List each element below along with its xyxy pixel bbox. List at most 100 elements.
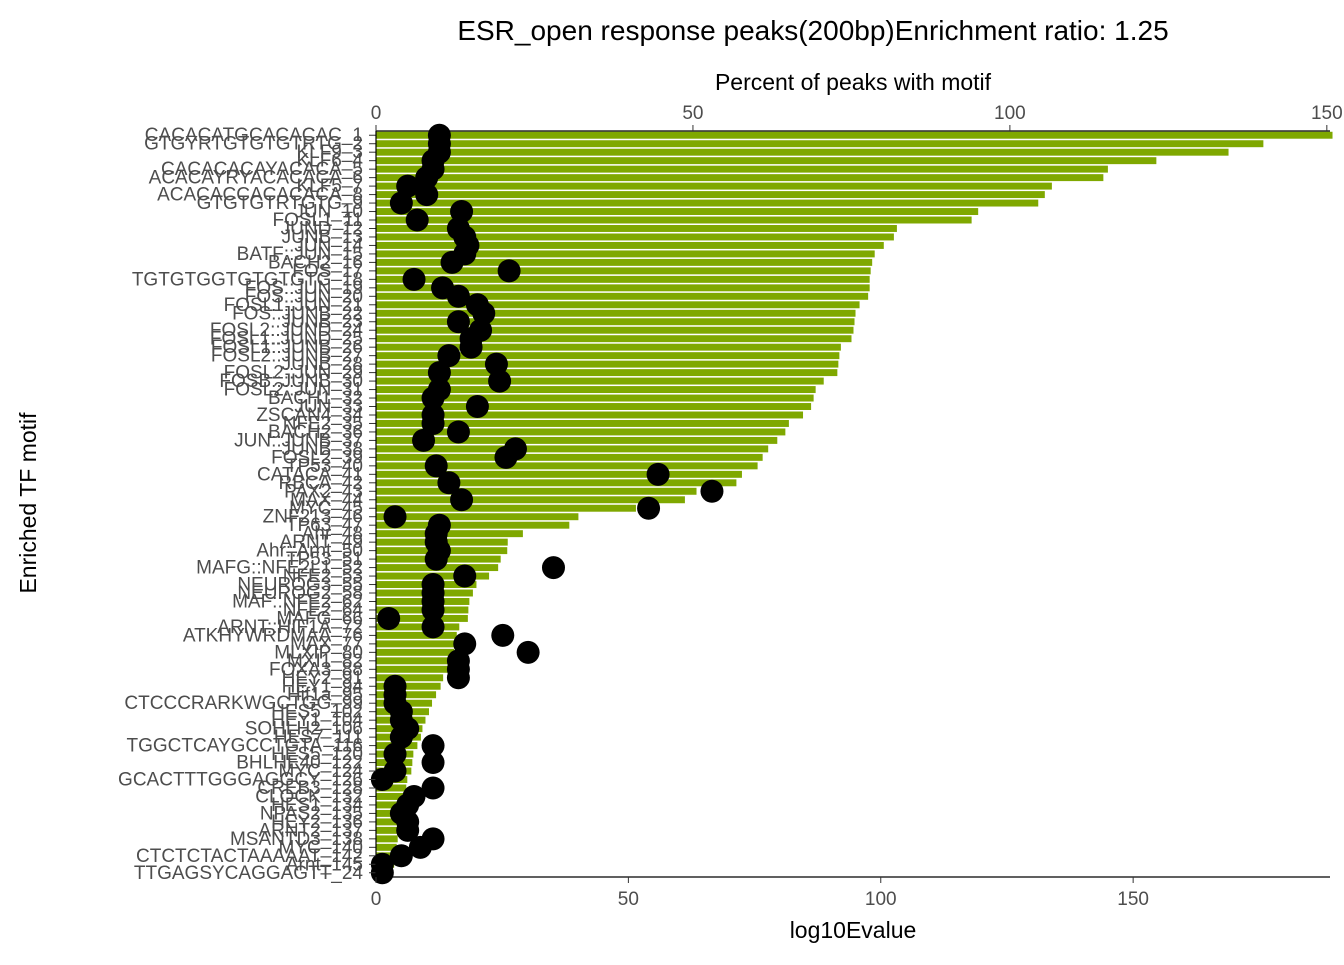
percent-point xyxy=(516,640,540,664)
y-tick-label: FOSL2::JUND_24 xyxy=(210,320,364,341)
bar xyxy=(376,369,838,377)
bar xyxy=(376,521,570,529)
bar xyxy=(376,352,840,360)
percent-point xyxy=(383,505,407,529)
y-tick-label: FOSL1::JUN_21 xyxy=(224,295,363,316)
y-tick-label: KLF6_4 xyxy=(296,151,363,172)
bar xyxy=(376,674,444,682)
bar xyxy=(376,513,579,521)
percent-point xyxy=(450,200,474,224)
y-tick-label: FOSL2::JUNB_27 xyxy=(211,346,363,367)
y-tick-label: FOXA3_88 xyxy=(269,659,363,680)
y-tick-label: MYC_124 xyxy=(279,761,364,782)
y-tick-label: NFE2_53 xyxy=(283,566,363,587)
y-tick-label: Arnt_145 xyxy=(286,854,363,875)
y-tick-label: CTCTCTACTAAAAAT_142 xyxy=(136,846,363,867)
bar xyxy=(376,233,894,241)
percent-point xyxy=(453,564,477,588)
bar xyxy=(376,419,789,427)
secondary-x-tick-label: 100 xyxy=(994,103,1026,124)
bar xyxy=(376,241,884,249)
percent-point xyxy=(488,369,512,393)
bar xyxy=(376,275,870,283)
percent-point xyxy=(389,844,413,868)
bar xyxy=(376,640,456,648)
chart-title: ESR_open response peaks(200bp)Enrichment… xyxy=(457,15,1168,46)
percent-point xyxy=(424,547,448,571)
bar xyxy=(376,843,397,851)
y-tick-label: BACH2_16 xyxy=(268,252,363,273)
percent-point xyxy=(402,267,426,291)
y-tick-label: MSANTD3_138 xyxy=(230,829,363,850)
bar xyxy=(376,657,453,665)
y-tick-label: HES7_111 xyxy=(274,727,363,748)
y-tick-label: GCACTTTGGGAGGCY_126 xyxy=(118,770,363,791)
y-tick-label: NEUROG2_58 xyxy=(237,583,363,604)
y-tick-label: CACACATGCACACAC_1 xyxy=(145,125,363,146)
y-tick-label: BACH1_32 xyxy=(268,388,363,409)
y-tick-label: FOSB::JUNB_30 xyxy=(219,371,363,392)
y-tick-label: ARNT::HIF1A_72 xyxy=(217,617,363,638)
x-tick-label: 150 xyxy=(1117,889,1149,910)
bar-series xyxy=(376,131,1333,877)
y-tick-label: JUNB_38 xyxy=(282,439,363,460)
y-tick-labels: CACACATGCACACAC_1GTGYRTGTGTGTRTG_2KLF9_3… xyxy=(118,125,376,884)
percent-point xyxy=(437,471,461,495)
y-tick-label: JUNB_13 xyxy=(282,227,363,248)
percent-point xyxy=(421,386,445,410)
bar xyxy=(376,504,636,512)
bar xyxy=(376,394,814,402)
bar xyxy=(376,140,1264,148)
bar xyxy=(376,682,441,690)
bar xyxy=(376,216,972,224)
y-tick-label: JUN_10 xyxy=(294,202,363,223)
bar xyxy=(376,801,402,809)
y-tick-label: TP53_51 xyxy=(286,549,363,570)
point-series xyxy=(370,123,724,885)
percent-point xyxy=(472,301,496,325)
bar xyxy=(376,191,1045,199)
percent-point xyxy=(491,623,515,647)
y-tick-label: MYC_140 xyxy=(279,837,364,858)
y-tick-label: HEY2_136 xyxy=(271,812,363,833)
percent-point xyxy=(446,284,470,308)
percent-point xyxy=(421,615,445,639)
y-tick-label: HES5_120 xyxy=(271,744,363,765)
y-tick-label: HEY1_104 xyxy=(271,710,363,731)
percent-point xyxy=(646,462,670,486)
y-tick-label: HEY1_94 xyxy=(282,676,364,697)
bar xyxy=(376,284,870,292)
x-tick-label: 0 xyxy=(371,889,382,910)
x-axis-bottom: 0 50 100 150 xyxy=(371,131,1330,910)
y-tick-label: FOSL2::JUN_31 xyxy=(224,380,363,401)
y-tick-label: MAFG_66 xyxy=(276,608,363,629)
y-tick-label: ZNF213_46 xyxy=(263,507,363,528)
bar xyxy=(376,665,450,673)
percent-point xyxy=(459,335,483,359)
bar xyxy=(376,174,1104,182)
y-tick-label: CATACA_41 xyxy=(257,464,363,485)
bar xyxy=(376,809,401,817)
y-tick-label: JUND_12 xyxy=(281,218,363,239)
y-tick-label: Ahr_48 xyxy=(302,524,363,545)
bar xyxy=(376,131,1333,139)
percent-point xyxy=(421,411,445,435)
bar xyxy=(376,208,979,216)
secondary-x-tick-label: 150 xyxy=(1311,103,1343,124)
percent-point xyxy=(405,208,429,232)
y-tick-label: FOSL1::JUND_25 xyxy=(210,329,363,350)
y-tick-label: MAX_77 xyxy=(290,634,363,655)
bar xyxy=(376,462,758,470)
bar xyxy=(376,199,1039,207)
y-tick-label: ARNT2_137 xyxy=(258,820,363,841)
y-tick-label: Ahr::Arnt_50 xyxy=(256,541,363,562)
bar xyxy=(376,487,697,495)
bar xyxy=(376,318,855,326)
y-tick-label: HEY2_91 xyxy=(282,668,363,689)
y-tick-label: HES5_102 xyxy=(271,702,363,723)
y-tick-label: TP53_40 xyxy=(286,456,363,477)
y-tick-label: NEUROG3_55 xyxy=(237,575,363,596)
y-tick-label: MAX_44 xyxy=(290,490,363,511)
